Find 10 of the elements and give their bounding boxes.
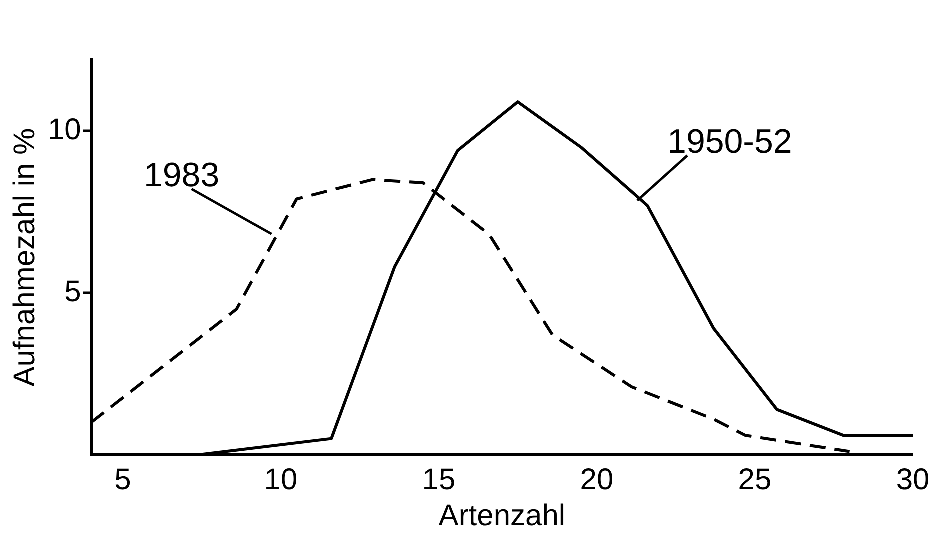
x-tick-label: 20	[580, 463, 614, 496]
y-axis-title: Aufnahmezahl in %	[8, 128, 42, 387]
x-tick-label: 25	[738, 463, 772, 496]
text: 1983	[144, 156, 220, 195]
x-tick-label: 30	[896, 463, 930, 496]
series-label: 1950-52	[668, 123, 792, 162]
x-tick-label: 5	[114, 463, 132, 496]
x-tick-label: 10	[264, 463, 298, 496]
x-axis-title: Artenzahl	[438, 499, 566, 532]
x-tick-label: 15	[422, 463, 456, 496]
